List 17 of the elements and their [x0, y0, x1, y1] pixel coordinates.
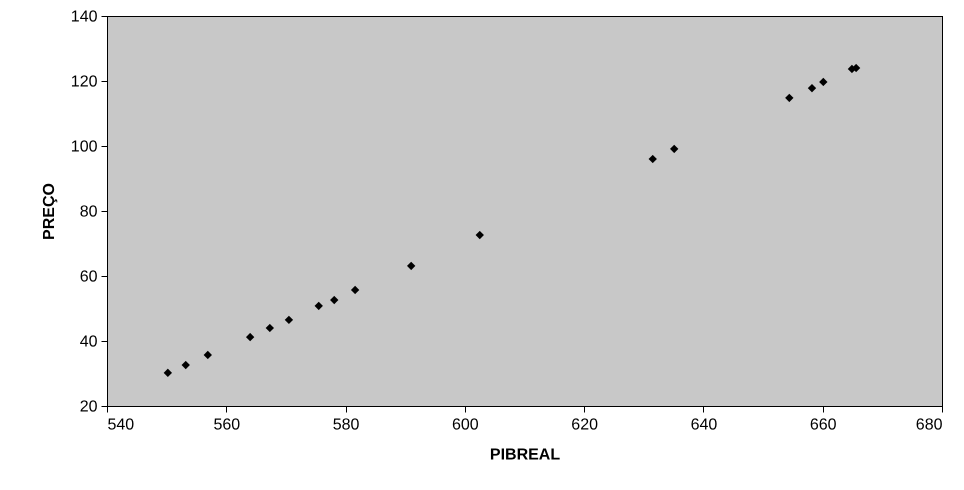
y-tick-label: 120 [70, 74, 98, 90]
x-tick-label: 660 [810, 416, 837, 434]
y-axis-title: PREÇO [40, 183, 58, 240]
x-tick-label: 540 [108, 416, 134, 434]
x-tick-label: 600 [452, 416, 479, 434]
y-tick-label: 20 [80, 398, 98, 416]
y-tick-label: 140 [70, 8, 98, 26]
x-tick-label: 560 [213, 416, 240, 434]
x-tick-label: 640 [690, 416, 718, 434]
y-tick-label: 60 [80, 268, 98, 286]
y-tick-label: 100 [70, 138, 98, 156]
x-tick-label: 620 [571, 416, 598, 434]
y-tick-label: 40 [80, 334, 98, 350]
x-tick-label: 580 [332, 416, 360, 434]
y-tick-label: 80 [80, 204, 98, 220]
x-tick-label: 680 [916, 416, 943, 434]
x-axis-title: PIBREAL [490, 446, 560, 464]
